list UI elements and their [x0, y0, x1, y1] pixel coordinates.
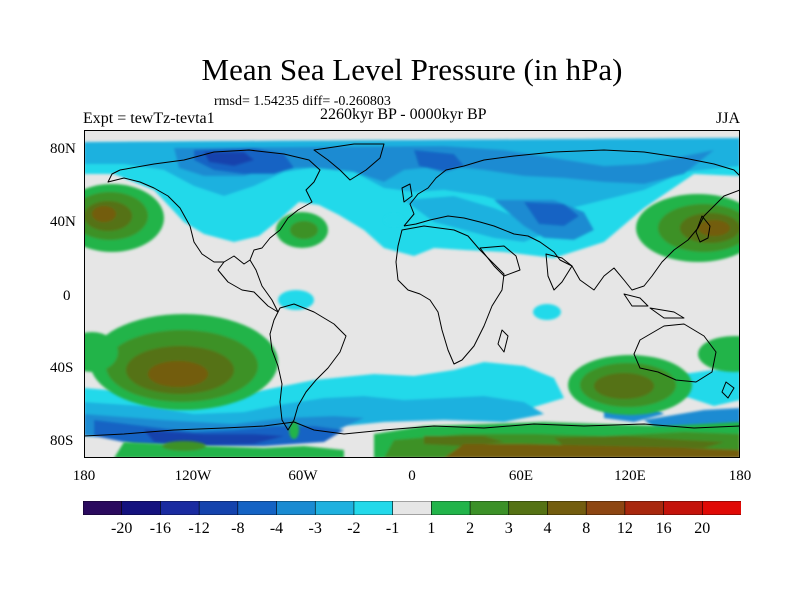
- northern-low-region: [84, 138, 740, 258]
- colorbar-swatch: [198, 501, 239, 515]
- colorbar-label: -20: [111, 520, 133, 537]
- colorbar-swatch: [160, 501, 200, 515]
- colorbar-label: 20: [694, 520, 711, 537]
- colorbar-label: 16: [655, 520, 672, 537]
- colorbar-label: 4: [543, 520, 552, 537]
- colorbar-swatch: [508, 501, 549, 515]
- colorbar-swatch: [431, 501, 471, 515]
- season-label: JJA: [716, 110, 741, 127]
- lat-label-0: 0: [63, 288, 71, 304]
- colorbar-swatch: [585, 501, 626, 515]
- map-frame: [84, 130, 740, 458]
- colorbar-swatch: [701, 501, 741, 515]
- colorbar-label: 3: [504, 520, 513, 537]
- colorbar-label: -2: [347, 520, 361, 537]
- lon-label-60e: 60E: [508, 468, 534, 484]
- colorbar-swatch: [353, 501, 394, 515]
- colorbar-label: 8: [582, 520, 591, 537]
- lon-label-60w: 60W: [288, 468, 318, 484]
- colorbar-label: -16: [149, 520, 172, 537]
- colorbar-label: 1: [427, 520, 436, 537]
- period-label: 2260kyr BP - 0000kyr BP: [320, 106, 487, 123]
- colorbar-swatch: [83, 501, 123, 515]
- lon-label-180w: 180: [72, 468, 96, 484]
- colorbar-label: -1: [385, 520, 400, 537]
- pressure-anomaly-map: [84, 130, 740, 458]
- experiment-label: Expt = tewTz-tevta1: [83, 110, 215, 127]
- lon-label-120e: 120E: [614, 468, 646, 484]
- colorbar-swatch: [547, 501, 587, 515]
- colorbar-label: -3: [308, 520, 322, 537]
- lon-label-120w: 120W: [174, 468, 212, 484]
- lat-label-40n: 40N: [50, 214, 76, 230]
- coastlines: [84, 143, 740, 437]
- colorbar-swatch: [314, 501, 355, 515]
- tropical-low-patches: [278, 214, 561, 320]
- colorbar-swatch: [237, 501, 278, 515]
- lon-label-0: 0: [408, 468, 416, 484]
- lat-label-80n: 80N: [50, 141, 76, 157]
- colorbar-swatch: [121, 501, 162, 515]
- map-title: Mean Sea Level Pressure (in hPa): [201, 52, 623, 87]
- colorbar-label: -8: [231, 520, 245, 537]
- colorbar-swatch: [624, 501, 665, 515]
- colorbar-label: -12: [188, 520, 210, 537]
- lon-label-180e: 180: [728, 468, 752, 484]
- colorbar-label: 2: [466, 520, 475, 537]
- colorbar-swatch: [663, 501, 703, 515]
- colorbar-swatch: [469, 501, 510, 515]
- colorbar-swatch: [276, 501, 316, 515]
- colorbar-label: 12: [616, 520, 633, 537]
- lat-label-80s: 80S: [50, 433, 74, 449]
- colorbar-swatch: [392, 501, 432, 515]
- stats-text: rmsd= 1.54235 diff= -0.260803: [214, 94, 391, 109]
- colorbar: [83, 501, 741, 515]
- high-pressure-regions: [84, 184, 740, 458]
- colorbar-label: -4: [269, 520, 284, 537]
- lat-label-40s: 40S: [50, 360, 74, 376]
